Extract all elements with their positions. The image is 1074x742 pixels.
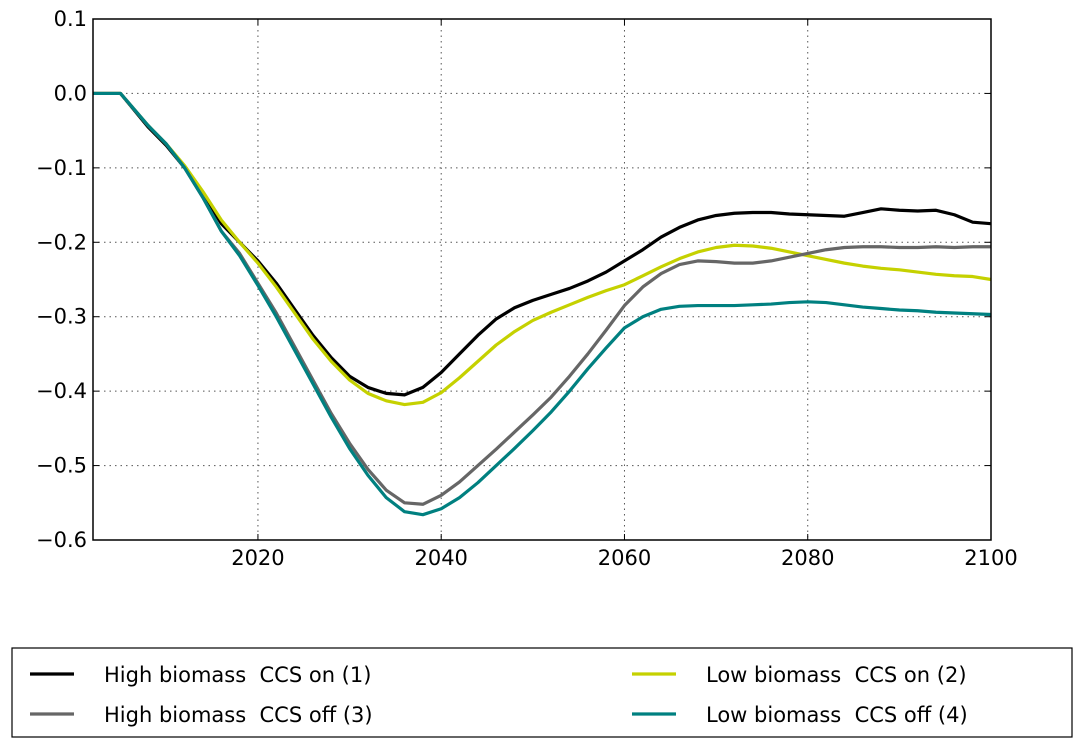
y-tick-label: 0.1: [54, 7, 87, 31]
legend-label: Low biomass CCS on (2): [706, 663, 967, 687]
legend-label: Low biomass CCS off (4): [706, 703, 968, 727]
y-tick-label: −0.1: [36, 156, 87, 180]
x-tick-label: 2040: [414, 546, 467, 570]
y-tick-label: −0.6: [36, 528, 87, 552]
legend-box: [11, 647, 1073, 738]
y-tick-label: −0.4: [36, 379, 87, 403]
y-tick-label: 0.0: [54, 81, 87, 105]
y-tick-label: −0.3: [36, 305, 87, 329]
series-line: [93, 91, 992, 407]
y-tick-label: −0.5: [36, 454, 87, 478]
series-line: [93, 91, 992, 397]
x-tick-label: 2020: [231, 546, 284, 570]
x-tick-label: 2080: [781, 546, 834, 570]
x-tick-label: 2060: [598, 546, 651, 570]
legend-label: High biomass CCS on (1): [104, 663, 371, 687]
series-line: [93, 91, 992, 517]
legend-label: High biomass CCS off (3): [104, 703, 373, 727]
x-tick-label: 2100: [964, 546, 1017, 570]
plot-frame: [92, 18, 992, 541]
y-tick-label: −0.2: [36, 230, 87, 254]
